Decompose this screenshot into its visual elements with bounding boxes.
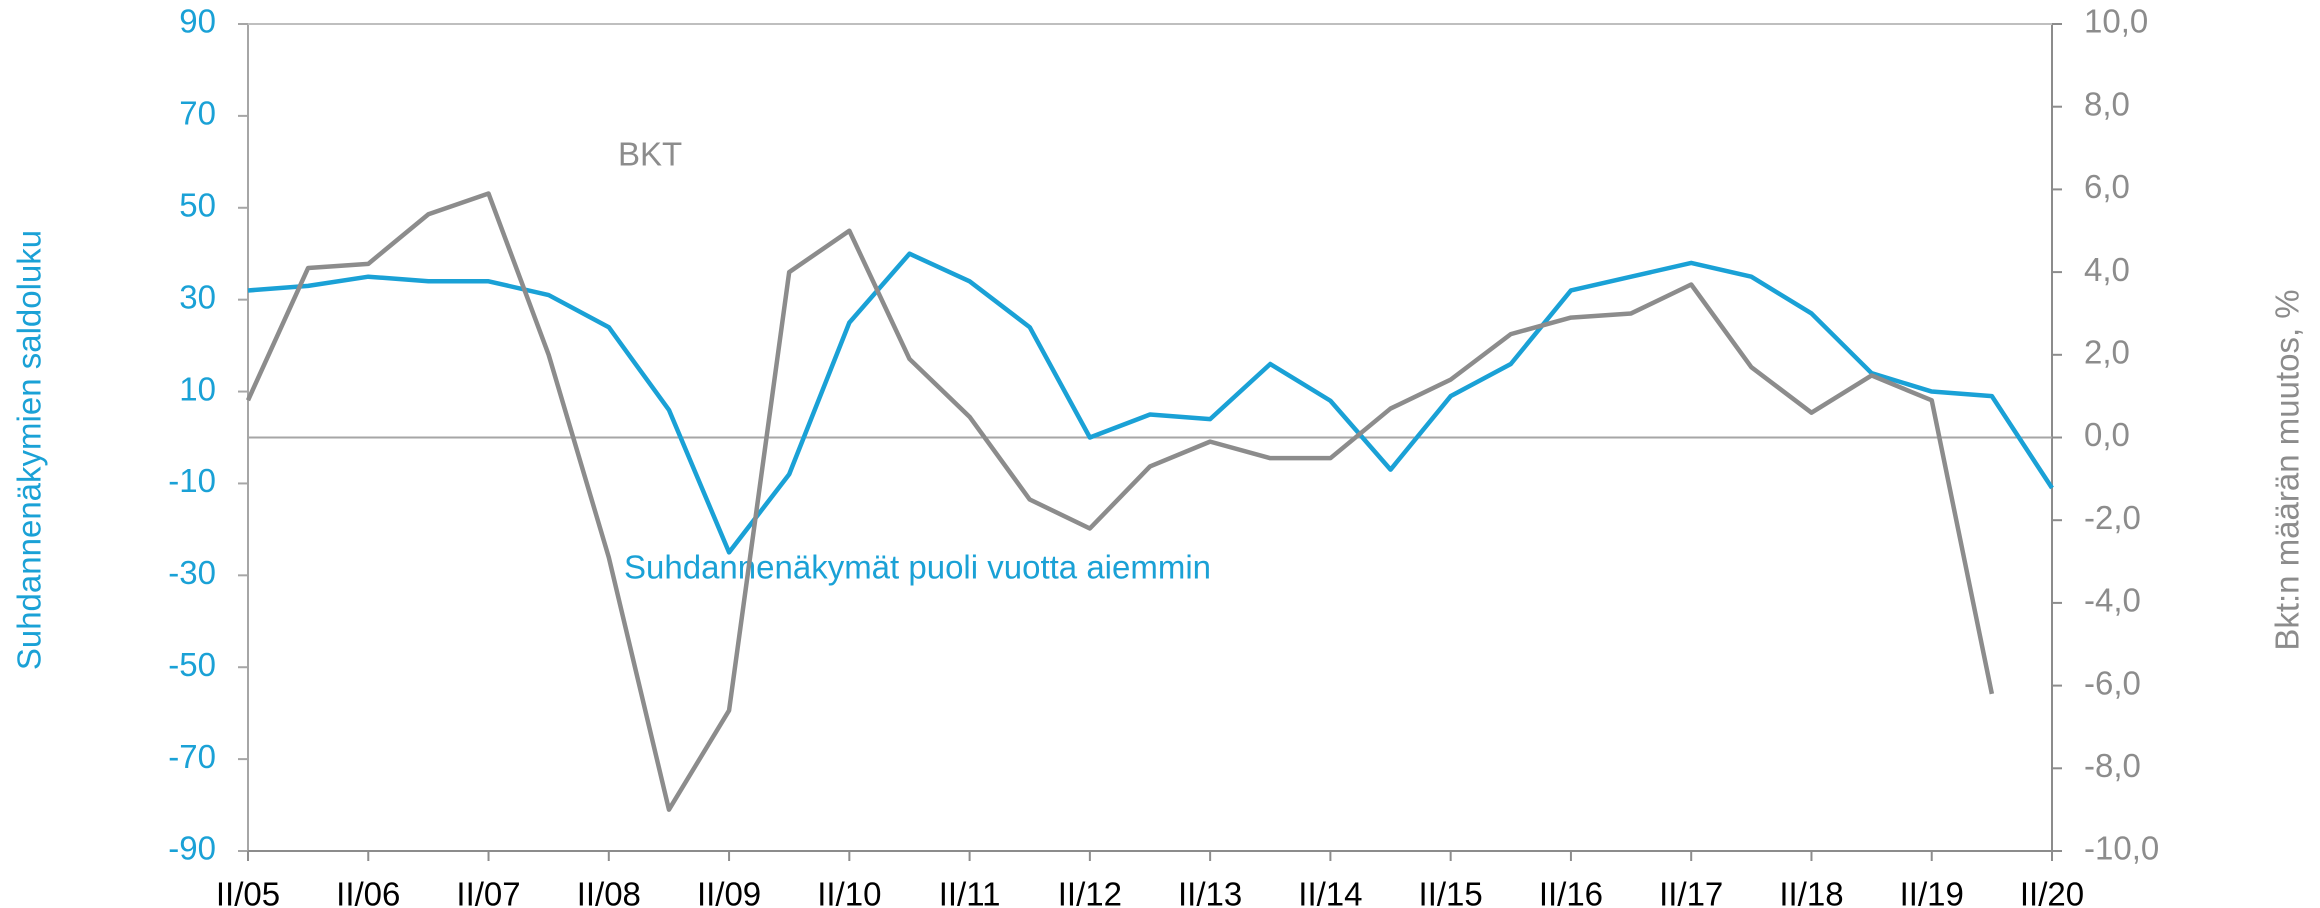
y2-tick-label: 6,0 [2084,168,2130,205]
x-tick-label: II/20 [2020,876,2084,908]
y-tick-label: 10 [179,370,216,407]
y2-tick-label: -2,0 [2084,499,2141,536]
y2-tick-label: 0,0 [2084,416,2130,453]
y-tick-label: 50 [179,186,216,223]
y-tick-label: -10 [168,462,216,499]
x-tick-label: II/17 [1659,876,1723,908]
y2-tick-label: 8,0 [2084,85,2130,122]
x-tick-label: II/09 [697,876,761,908]
x-tick-label: II/10 [817,876,881,908]
x-tick-label: II/19 [1900,876,1964,908]
y-tick-label: 70 [179,95,216,132]
y-tick-label: -50 [168,646,216,683]
y-axis-title: Suhdannenäkymien saldoluku [11,230,48,670]
series-label: Suhdannenäkymät puoli vuotta aiemmin [624,549,1211,586]
x-tick-label: II/16 [1539,876,1603,908]
x-tick-label: II/13 [1178,876,1242,908]
y2-tick-label: -10,0 [2084,830,2159,867]
y2-axis-title: Bkt:n määrän muutos, % [2269,289,2306,650]
x-tick-label: II/11 [939,876,1001,908]
y-tick-label: 90 [179,3,216,40]
series-line [245,191,1995,812]
x-tick-label: II/06 [336,876,400,908]
y2-tick-label: 2,0 [2084,334,2130,371]
series-line [247,251,2054,555]
y-tick-label: -70 [168,738,216,775]
x-tick-label: II/07 [456,876,520,908]
x-tick-label: II/15 [1419,876,1483,908]
y2-tick-label: -4,0 [2084,582,2141,619]
y2-tick-label: 10,0 [2084,3,2148,40]
x-tick-label: II/14 [1298,876,1362,908]
x-tick-label: II/12 [1058,876,1122,908]
y-tick-label: -90 [168,830,216,867]
y-tick-label: 30 [179,278,216,315]
x-tick-label: II/08 [577,876,641,908]
x-tick-label: II/05 [216,876,280,908]
y-tick-label: -30 [168,554,216,591]
y2-tick-label: -6,0 [2084,664,2141,701]
x-tick-label: II/18 [1779,876,1843,908]
y2-tick-label: 4,0 [2084,251,2130,288]
series-label: BKT [618,136,682,173]
y2-tick-label: -8,0 [2084,747,2141,784]
